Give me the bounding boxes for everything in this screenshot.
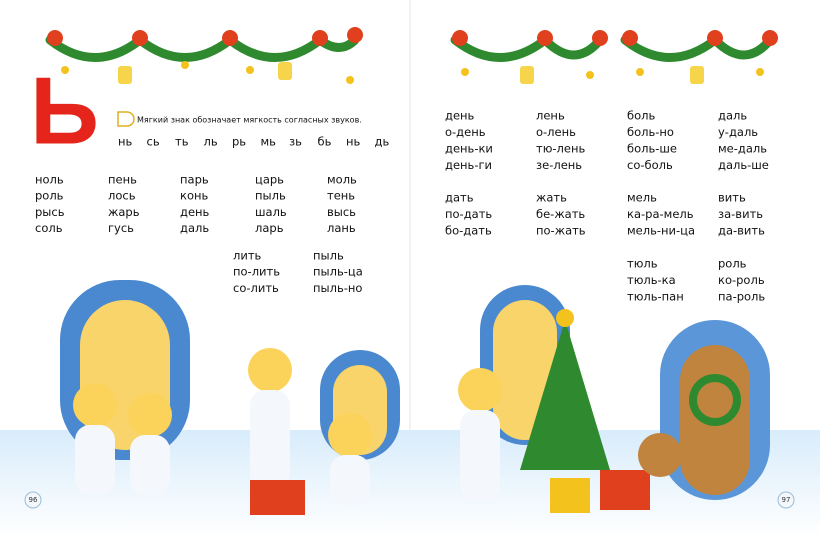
word: да-вить [718,224,765,238]
note: Мягкий знак обозначает мягкость согласны… [137,116,362,125]
word: лень [536,109,565,123]
word: по-дать [445,207,492,221]
word: о-лень [536,125,576,139]
word: моль [327,173,357,187]
word: пыль [255,189,286,203]
word: рысь [35,205,65,219]
word: ка-ра-мель [627,207,694,221]
word: даль [718,109,747,123]
word: вить [718,191,746,205]
word: па-роль [718,290,765,304]
syllable: сь [147,135,160,149]
syllable: нь [118,135,133,149]
syllable: ть [175,135,189,149]
word: даль-ше [718,158,769,172]
word: со-боль [627,158,673,172]
page-number: 97 [782,496,791,504]
word: тю-лень [536,142,585,156]
illustration [0,280,820,537]
word: пень [108,173,137,187]
syllable: мь [261,135,277,149]
word: боль-но [627,125,674,139]
word: ноль [35,173,64,187]
syllable: рь [232,135,246,149]
word: пыль-но [313,281,362,295]
word: день-ги [445,158,492,172]
page-number-badge [24,491,42,509]
word: роль [35,189,64,203]
word: царь [255,173,284,187]
word: о-день [445,125,486,139]
bows [47,27,778,46]
word: конь [180,189,209,203]
syllable: бь [318,135,332,149]
word: мель-ни-ца [627,224,695,238]
word: даль [180,221,209,235]
page-number-badge [777,491,795,509]
word: бе-жать [536,207,585,221]
page-number: 96 [29,496,38,504]
word: день [445,109,475,123]
syllable: ль [204,135,218,149]
word: боль-ше [627,142,677,156]
word: у-даль [718,125,758,139]
word: лось [108,189,136,203]
word: парь [180,173,209,187]
word: по-лить [233,265,280,279]
word: ларь [255,221,284,235]
word: день [180,205,210,219]
word: тень [327,189,355,203]
word: мель [627,191,657,205]
syllable: нь [346,135,361,149]
word: ко-роль [718,273,765,287]
word: за-вить [718,207,763,221]
word: пыль [313,249,344,263]
word: тюль [627,257,658,271]
stars [61,61,764,84]
word: роль [718,257,747,271]
word: дать [445,191,474,205]
syllable: дь [375,135,390,149]
word: боль [627,109,655,123]
word: лить [233,249,262,263]
word: пыль-ца [313,265,363,279]
word: день-ки [445,142,493,156]
word: соль [35,221,63,235]
word: гусь [108,221,134,235]
word: жарь [108,205,140,219]
word: бо-дать [445,224,492,238]
word: лань [327,221,356,235]
word: ме-даль [718,142,767,156]
word: зе-лень [536,158,582,172]
word: по-жать [536,224,586,238]
word: тюль-ка [627,273,676,287]
word: высь [327,205,356,219]
letter: Ь [30,57,99,164]
syllable: зь [289,135,302,149]
word: жать [536,191,567,205]
note-icon [117,111,135,127]
word: шаль [255,205,287,219]
word: со-лить [233,281,279,295]
word: тюль-пан [627,290,684,304]
